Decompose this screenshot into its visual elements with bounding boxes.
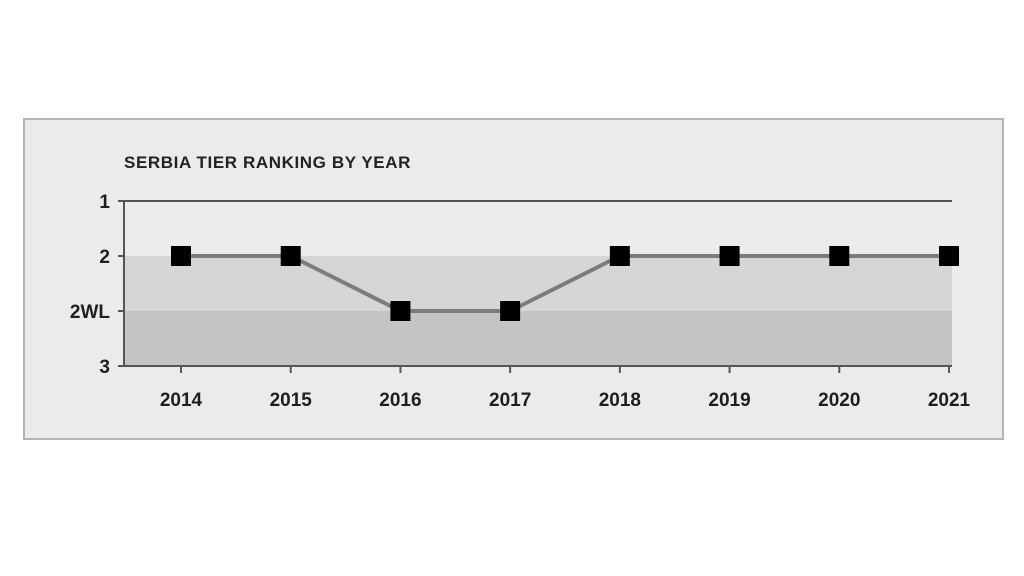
data-point-marker	[171, 246, 191, 266]
data-point-marker	[280, 246, 301, 266]
data-point-marker	[500, 301, 521, 321]
band-tier-1-to-2	[124, 201, 952, 256]
x-tick-label: 2018	[599, 390, 641, 411]
x-tick-label: 2020	[818, 390, 860, 411]
y-tick-label: 2WL	[70, 302, 111, 323]
series-line	[181, 254, 949, 313]
y-tick-label: 1	[99, 192, 110, 213]
chart-panel: SERBIA TIER RANKING BY YEAR 1 2 2WL 3 2014 20…	[23, 118, 1004, 440]
data-point-marker	[609, 246, 630, 266]
data-point-marker	[829, 246, 850, 266]
x-tick-label: 2017	[489, 390, 531, 411]
y-tick-label: 2	[99, 247, 110, 268]
data-point-marker	[719, 246, 740, 266]
chart-title: SERBIA TIER RANKING BY YEAR	[124, 153, 411, 172]
band-tier-2wl-to-3	[124, 311, 952, 366]
x-tick-label: 2015	[270, 390, 313, 411]
data-point-marker	[390, 301, 411, 321]
x-tick-label: 2019	[708, 390, 750, 411]
band-tier-2-to-2wl	[124, 256, 952, 311]
x-tick-label: 2014	[160, 390, 203, 411]
data-point-marker	[939, 246, 959, 266]
x-tick-label: 2021	[928, 390, 971, 411]
y-tick-label: 3	[99, 357, 110, 378]
x-tick-label: 2016	[379, 390, 421, 411]
tier-ranking-chart: 1 2 2WL 3 2014 2015 2016 2017 2018 2019 2020 2021	[70, 192, 971, 411]
